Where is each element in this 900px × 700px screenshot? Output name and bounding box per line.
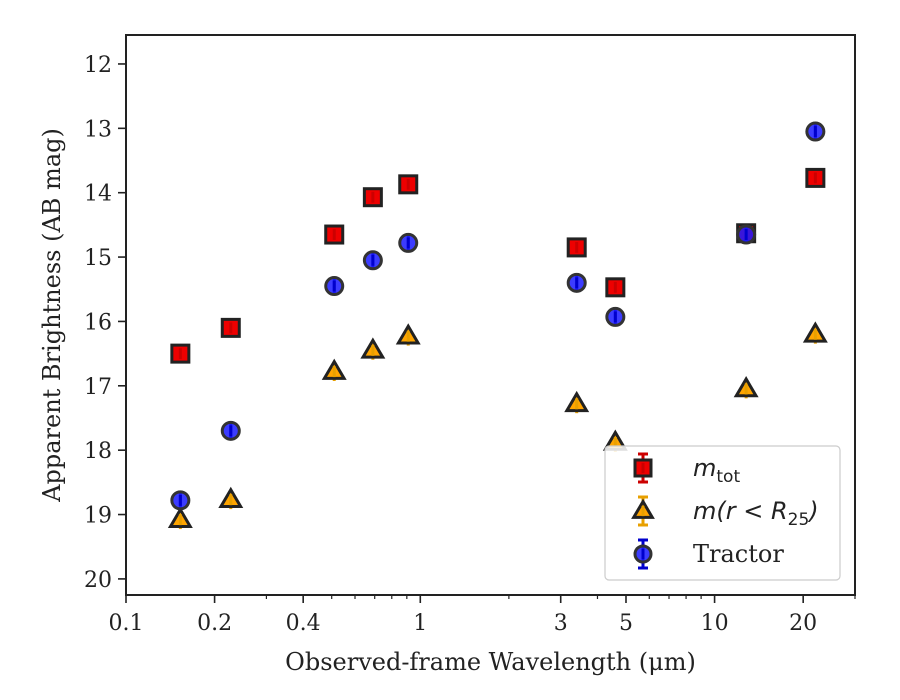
circle-point xyxy=(736,224,757,245)
y-tick-label: 18 xyxy=(84,439,112,464)
square-point xyxy=(324,224,345,245)
square-point xyxy=(220,317,241,338)
x-tick-label: 20 xyxy=(789,611,817,636)
triangle-point xyxy=(167,506,193,530)
x-tick-label: 3 xyxy=(554,611,568,636)
y-tick-label: 20 xyxy=(84,568,112,593)
circle-point xyxy=(398,232,419,253)
legend-symbol xyxy=(631,498,655,520)
legend-marker-square xyxy=(633,452,653,484)
square-point xyxy=(362,187,383,208)
series-triangle xyxy=(167,321,828,530)
triangle-point xyxy=(564,390,590,414)
x-tick-label: 1 xyxy=(413,611,427,636)
data-points xyxy=(167,121,828,530)
legend-box xyxy=(604,445,841,581)
legend-label: m(r < R25) xyxy=(693,497,819,530)
legend-marker-circle xyxy=(633,538,653,570)
circle-point xyxy=(170,490,191,511)
circle-point xyxy=(362,250,383,271)
legend-label: Tractor xyxy=(693,540,784,568)
x-tick-label: 0.4 xyxy=(286,611,321,636)
y-axis-label: Apparent Brightness (AB mag) xyxy=(38,128,66,503)
square-point xyxy=(398,174,419,195)
x-tick-label: 0.2 xyxy=(197,611,232,636)
legend-label-subscript: 25 xyxy=(788,510,810,530)
legend-label-main: m xyxy=(693,454,716,482)
circle-point xyxy=(566,272,587,293)
x-tick-label: 0.1 xyxy=(109,611,144,636)
y-tick-label: 19 xyxy=(84,504,112,529)
circle-point xyxy=(220,420,241,441)
triangle-point xyxy=(218,486,244,510)
triangle-point xyxy=(802,321,828,344)
circle-point xyxy=(805,121,826,142)
x-axis-label: Observed-frame Wavelength (μm) xyxy=(285,648,696,676)
y-tick-label: 15 xyxy=(84,246,112,271)
y-tick-label: 12 xyxy=(84,53,112,78)
legend-label-subscript: tot xyxy=(716,467,740,487)
square-point xyxy=(605,277,626,298)
series-circle xyxy=(170,121,826,511)
y-tick-label: 16 xyxy=(84,310,112,335)
y-tick-label: 17 xyxy=(84,375,112,400)
legend-label-text: ) xyxy=(807,497,818,525)
legend-label-text: Tractor xyxy=(693,540,784,568)
legend-label-main: m(r < R xyxy=(693,497,788,525)
legend-symbol xyxy=(633,544,653,564)
legend: mtot m(r < R25) Tractor xyxy=(604,445,841,581)
axes: 0.1 0.2 0.4 1 3 5 10 20121314151617181920Observ… xyxy=(38,34,856,676)
plot-frame xyxy=(125,34,856,596)
series-square xyxy=(170,167,826,364)
triangle-point xyxy=(360,337,386,360)
x-tick-label: 5 xyxy=(619,611,633,636)
x-tick-label: 10 xyxy=(701,611,729,636)
square-point xyxy=(805,167,826,188)
triangle-point xyxy=(395,323,421,346)
triangle-point xyxy=(733,376,759,399)
triangle-point xyxy=(321,358,347,381)
circle-point xyxy=(605,306,626,327)
legend-label: mtot xyxy=(693,454,740,487)
square-point xyxy=(566,237,587,258)
square-point xyxy=(170,343,191,364)
legend-marker-triangle xyxy=(631,495,655,527)
y-tick-label: 13 xyxy=(84,117,112,142)
circle-point xyxy=(324,276,345,297)
y-tick-label: 14 xyxy=(84,182,112,207)
legend-symbol xyxy=(633,458,653,478)
